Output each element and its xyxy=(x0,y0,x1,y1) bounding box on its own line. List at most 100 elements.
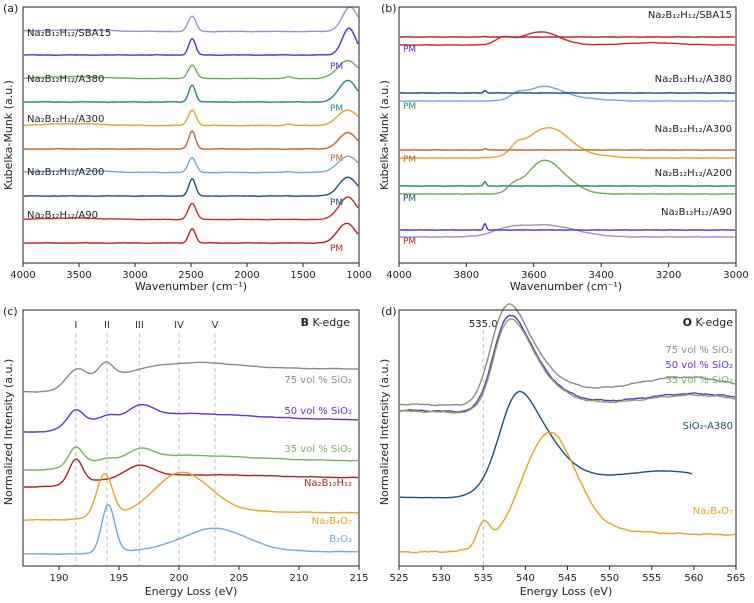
panel-a-tick-label: 4000 xyxy=(10,270,35,281)
panel-d-curve xyxy=(399,432,736,554)
panel-c-curve xyxy=(24,361,359,393)
panel-d-curve xyxy=(399,314,736,413)
panel-a-tick-label: 3000 xyxy=(122,270,147,281)
panel-a-pm-label: PM xyxy=(330,154,343,164)
panel-c-edge-element: B xyxy=(301,316,309,329)
panel-b-xticks: 4000 3800 3600 3400 3200 3000 xyxy=(386,263,749,281)
panel-a-curve xyxy=(24,109,359,127)
panel-d-series-labels: 75 vol % SiO₂ 50 vol % SiO₂ 35 vol % SiO₂ S… xyxy=(665,345,733,517)
panel-a-curve xyxy=(23,130,359,150)
panel-d-ylabel: Normalized Intensity (a.u.) xyxy=(378,359,391,506)
panel-d-frame xyxy=(398,309,737,567)
panel-c-markers: I II III IV V xyxy=(74,320,219,565)
panel-b-series-label: Na₂B₁₂H₁₂/SBA15 xyxy=(648,10,732,21)
panel-c-series-label: Na₂B₄O₇ xyxy=(312,516,352,527)
panel-b-curves xyxy=(399,31,736,238)
panel-d: (d) Normalized Intensity (a.u.) Energy L… xyxy=(378,303,746,598)
panel-d-edge-suffix: K-edge xyxy=(692,316,733,329)
panel-a-series-label: Na₂B₁₂H₁₂/A90 xyxy=(27,210,98,221)
panel-c-xlabel: Energy Loss (eV) xyxy=(145,585,238,598)
panel-a-curve xyxy=(24,176,359,197)
panel-c-curves xyxy=(23,361,359,555)
panel-b-tick-label: 3600 xyxy=(521,270,546,281)
panel-d-tick-label: 525 xyxy=(389,573,408,584)
panel-b-pm-label: PM xyxy=(403,237,416,247)
panel-a-tick-label: 2000 xyxy=(234,270,259,281)
panel-d-curve xyxy=(399,318,736,414)
panel-b-pm-label: PM xyxy=(403,45,416,55)
panel-d-series-label: 50 vol % SiO₂ xyxy=(665,360,733,371)
panel-b-tick-label: 3400 xyxy=(588,270,613,281)
panel-c-series-labels: 75 vol % SiO₂ 50 vol % SiO₂ 35 vol % SiO₂ N… xyxy=(284,375,352,545)
panel-d-series-label: SiO₂-A380 xyxy=(683,421,733,432)
panel-b-series-label: Na₂B₁₂H₁₂/A90 xyxy=(661,207,732,218)
panel-b-series-label: Na₂B₁₂H₁₂/A380 xyxy=(655,74,732,85)
panel-d-label: (d) xyxy=(381,305,397,318)
panel-a-pm-label: PM xyxy=(330,104,343,114)
panel-c-tick-label: 210 xyxy=(289,573,308,584)
panel-d-series-label: 75 vol % SiO₂ xyxy=(665,345,733,356)
panel-b-frame xyxy=(398,6,737,264)
panel-c-curve xyxy=(23,404,358,433)
panel-d-curve xyxy=(400,390,693,499)
panel-a-series-label: Na₂B₁₂H₁₂/SBA15 xyxy=(27,28,111,39)
panel-b-series-label: Na₂B₁₂H₁₂/A300 xyxy=(655,124,732,135)
panel-c-marker-label: V xyxy=(212,320,219,331)
panel-b-tick-label: 3800 xyxy=(454,270,479,281)
panel-d-tick-label: 565 xyxy=(726,573,745,584)
panel-d-tick-label: 535 xyxy=(474,573,493,584)
panel-b: (b) Kubelka-Munk (a.u.) Wavenumber (cm⁻¹… xyxy=(378,2,749,293)
panel-c-series-label: 50 vol % SiO₂ xyxy=(284,406,352,417)
panel-a-tick-label: 1500 xyxy=(290,270,315,281)
panel-d-tick-label: 545 xyxy=(558,573,577,584)
panel-a-label: (a) xyxy=(3,2,18,15)
panel-a-series-labels: Na₂B₁₂H₁₂/SBA15 PM Na₂B₁₂H₁₂/A380 PM Na₂B₁₂H… xyxy=(27,28,343,254)
panel-b-series-label: Na₂B₁₂H₁₂/A200 xyxy=(655,168,732,179)
panel-a-curve xyxy=(24,79,359,103)
panel-c-tick-label: 205 xyxy=(229,573,248,584)
panel-c-tick-label: 215 xyxy=(349,573,368,584)
panel-d-tick-label: 550 xyxy=(600,573,619,584)
panel-d-tick-label: 540 xyxy=(516,573,535,584)
panel-c-series-label: Na₂B₁₂H₁₂ xyxy=(304,478,352,489)
panel-c-curve xyxy=(23,504,359,555)
panel-c-series-label: 75 vol % SiO₂ xyxy=(284,375,352,386)
panel-b-tick-label: 3200 xyxy=(656,270,681,281)
panel-c-edge-suffix: K-edge xyxy=(309,316,350,329)
panel-c-marker-label: IV xyxy=(174,320,184,331)
panel-c-marker-label: I xyxy=(74,320,77,331)
panel-a-curve xyxy=(24,60,359,80)
panel-a-pm-label: PM xyxy=(330,198,343,208)
panel-a-curve xyxy=(24,222,359,244)
panel-c-tick-label: 190 xyxy=(49,573,68,584)
panel-b-xlabel: Wavenumber (cm⁻¹) xyxy=(510,280,622,293)
panel-c-curve xyxy=(24,471,359,521)
panel-d-tick-label: 560 xyxy=(684,573,703,584)
panel-b-pm-label: PM xyxy=(403,155,416,165)
panel-d-tick-label: 530 xyxy=(432,573,451,584)
panel-c-marker-label: III xyxy=(135,320,144,331)
panel-d-series-label: 35 vol % SiO₂ xyxy=(665,375,733,386)
panel-a-curve xyxy=(24,196,359,221)
panel-a-tick-label: 1000 xyxy=(346,270,371,281)
panel-b-curve xyxy=(399,222,736,231)
panel-c-label: (c) xyxy=(3,305,18,318)
panel-c-tick-label: 195 xyxy=(109,573,128,584)
panel-b-label: (b) xyxy=(381,2,397,15)
panel-a-curve xyxy=(23,27,359,56)
panel-a-frame xyxy=(22,6,360,264)
panel-c-marker-label: II xyxy=(104,320,110,331)
panel-b-tick-label: 4000 xyxy=(386,270,411,281)
panel-a-curve xyxy=(24,155,359,174)
panel-a: (a) Kubelka-Munk (a.u.) Wavenumber (cm⁻¹… xyxy=(2,2,372,293)
panel-c-series-label: 35 vol % SiO₂ xyxy=(284,444,352,455)
panel-b-curve xyxy=(399,89,736,94)
panel-c-series-label: B₂O₃ xyxy=(329,534,352,545)
panel-b-ylabel: Kubelka-Munk (a.u.) xyxy=(378,80,391,190)
panel-b-pm-label: PM xyxy=(403,194,416,204)
panel-a-curves xyxy=(23,6,359,244)
panel-d-marker-label: 535.0 xyxy=(469,319,498,330)
panel-b-pm-label: PM xyxy=(403,102,416,112)
panel-c: (c) Normalized Intensity (a.u.) Energy L… xyxy=(2,305,369,598)
